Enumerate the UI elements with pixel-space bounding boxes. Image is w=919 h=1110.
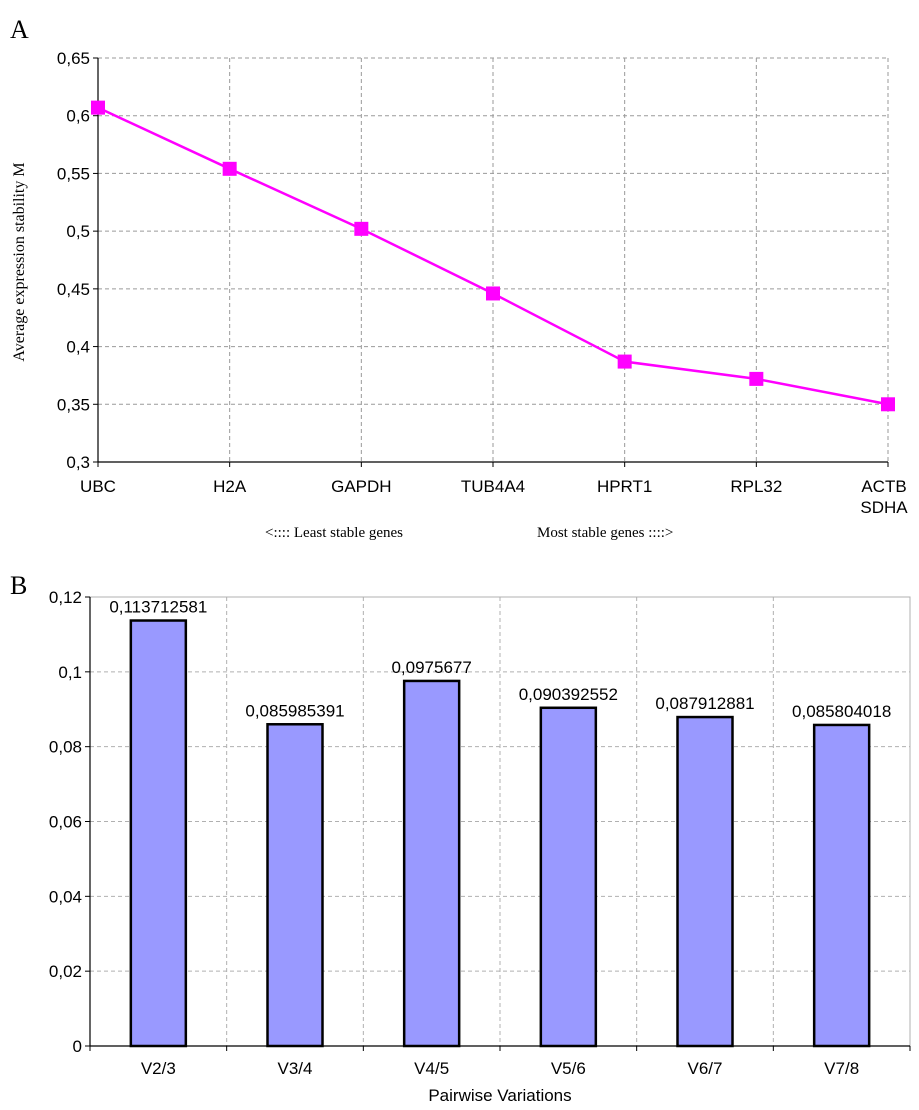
x-tick-label: H2A xyxy=(213,477,247,496)
y-tick-label: 0,65 xyxy=(57,49,90,68)
y-tick-label: 0 xyxy=(73,1037,82,1056)
panel-label-a: A xyxy=(10,15,29,44)
data-point xyxy=(749,371,764,386)
x-tick-label: GAPDH xyxy=(331,477,391,496)
x-tick-label: V3/4 xyxy=(278,1059,313,1078)
y-tick-label: 0,04 xyxy=(49,887,82,906)
x-tick-label: HPRT1 xyxy=(597,477,652,496)
data-label: 0,113712581 xyxy=(109,598,207,617)
y-tick-label: 0,35 xyxy=(57,395,90,414)
bar xyxy=(812,723,871,1048)
y-tick-label: 0,3 xyxy=(66,453,90,472)
y-tick-label: 0,1 xyxy=(58,663,82,682)
data-label: 0,087912881 xyxy=(655,694,754,713)
x-tick-label: V4/5 xyxy=(414,1059,449,1078)
x-tick-label: V5/6 xyxy=(551,1059,586,1078)
y-tick-label: 0,45 xyxy=(57,280,90,299)
x-tick-label: ACTB SDHA xyxy=(860,477,908,517)
chart-a: A 0,3 0,35 0,4 0,45 0,5 0,55 0,6 0,65 UBC H2A GAPDH… xyxy=(10,15,908,541)
data-label: 0,085804018 xyxy=(792,702,891,721)
x-axis-label-right: Most stable genes ::::> xyxy=(537,525,673,541)
panel-label-b: B xyxy=(10,571,27,600)
y-tick-label: 0,12 xyxy=(49,588,82,607)
y-tick-label: 0,06 xyxy=(49,813,82,832)
bar xyxy=(266,723,324,1048)
y-tick-label: 0,55 xyxy=(57,164,90,183)
x-tick-label: TUB4A4 xyxy=(461,477,525,496)
data-point xyxy=(91,100,105,115)
y-tick-label: 0,4 xyxy=(66,338,90,357)
y-axis-label: Average expression stability M xyxy=(11,162,28,361)
bar xyxy=(539,706,598,1048)
x-tick-label: V7/8 xyxy=(824,1059,859,1078)
x-tick-label: UBC xyxy=(80,477,116,496)
data-label: 0,090392552 xyxy=(519,685,618,704)
y-tick-label: 0,02 xyxy=(49,962,82,981)
data-point xyxy=(354,221,369,236)
data-point xyxy=(881,397,895,412)
data-point xyxy=(222,161,237,176)
data-label: 0,085985391 xyxy=(245,701,344,720)
data-point xyxy=(486,286,500,301)
bar xyxy=(402,679,461,1048)
data-point xyxy=(617,354,632,369)
x-axis-label-left: <:::: Least stable genes xyxy=(265,525,403,541)
bar xyxy=(676,715,734,1048)
x-tick-label: V2/3 xyxy=(141,1059,176,1078)
y-tick-label: 0,6 xyxy=(66,107,90,126)
bar xyxy=(129,619,188,1048)
chart-b: B 0 0,02 0,04 0,06 0,08 0,1 0,12 0,113712581 V2/3… xyxy=(10,571,911,1105)
y-tick-label: 0,08 xyxy=(49,738,82,757)
data-label: 0,0975677 xyxy=(391,658,471,677)
y-tick-label: 0,5 xyxy=(66,222,90,241)
x-axis-label: Pairwise Variations xyxy=(428,1086,571,1105)
x-tick-label: V6/7 xyxy=(688,1059,723,1078)
x-tick-label: RPL32 xyxy=(730,477,782,496)
